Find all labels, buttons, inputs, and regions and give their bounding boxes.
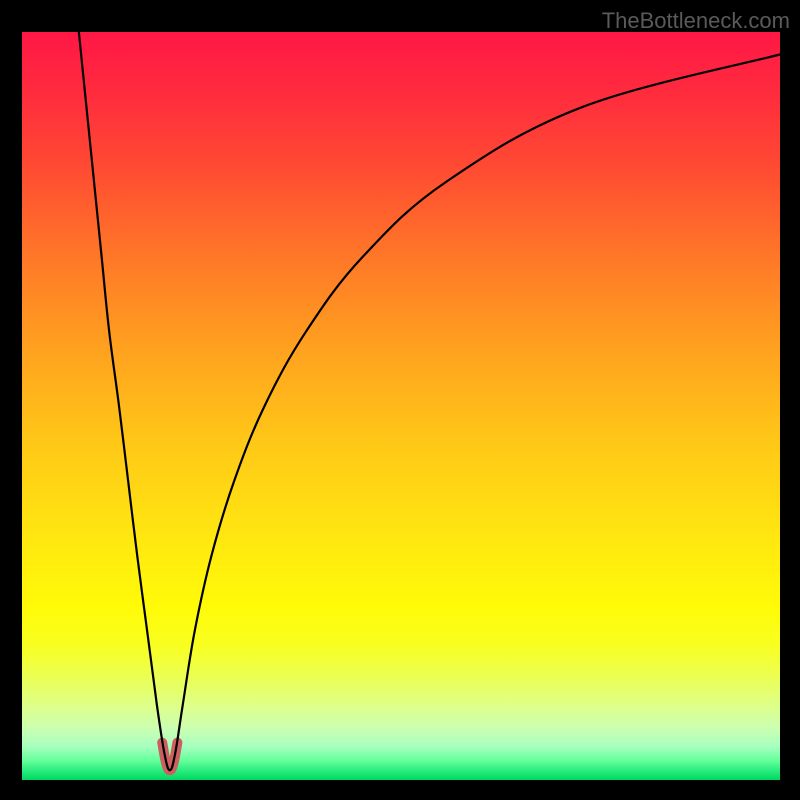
- chart-container: TheBottleneck.com: [0, 0, 800, 800]
- plot-area: [22, 32, 780, 780]
- gradient-background: [22, 32, 780, 780]
- watermark-text: TheBottleneck.com: [602, 8, 790, 34]
- chart-svg: [22, 32, 780, 780]
